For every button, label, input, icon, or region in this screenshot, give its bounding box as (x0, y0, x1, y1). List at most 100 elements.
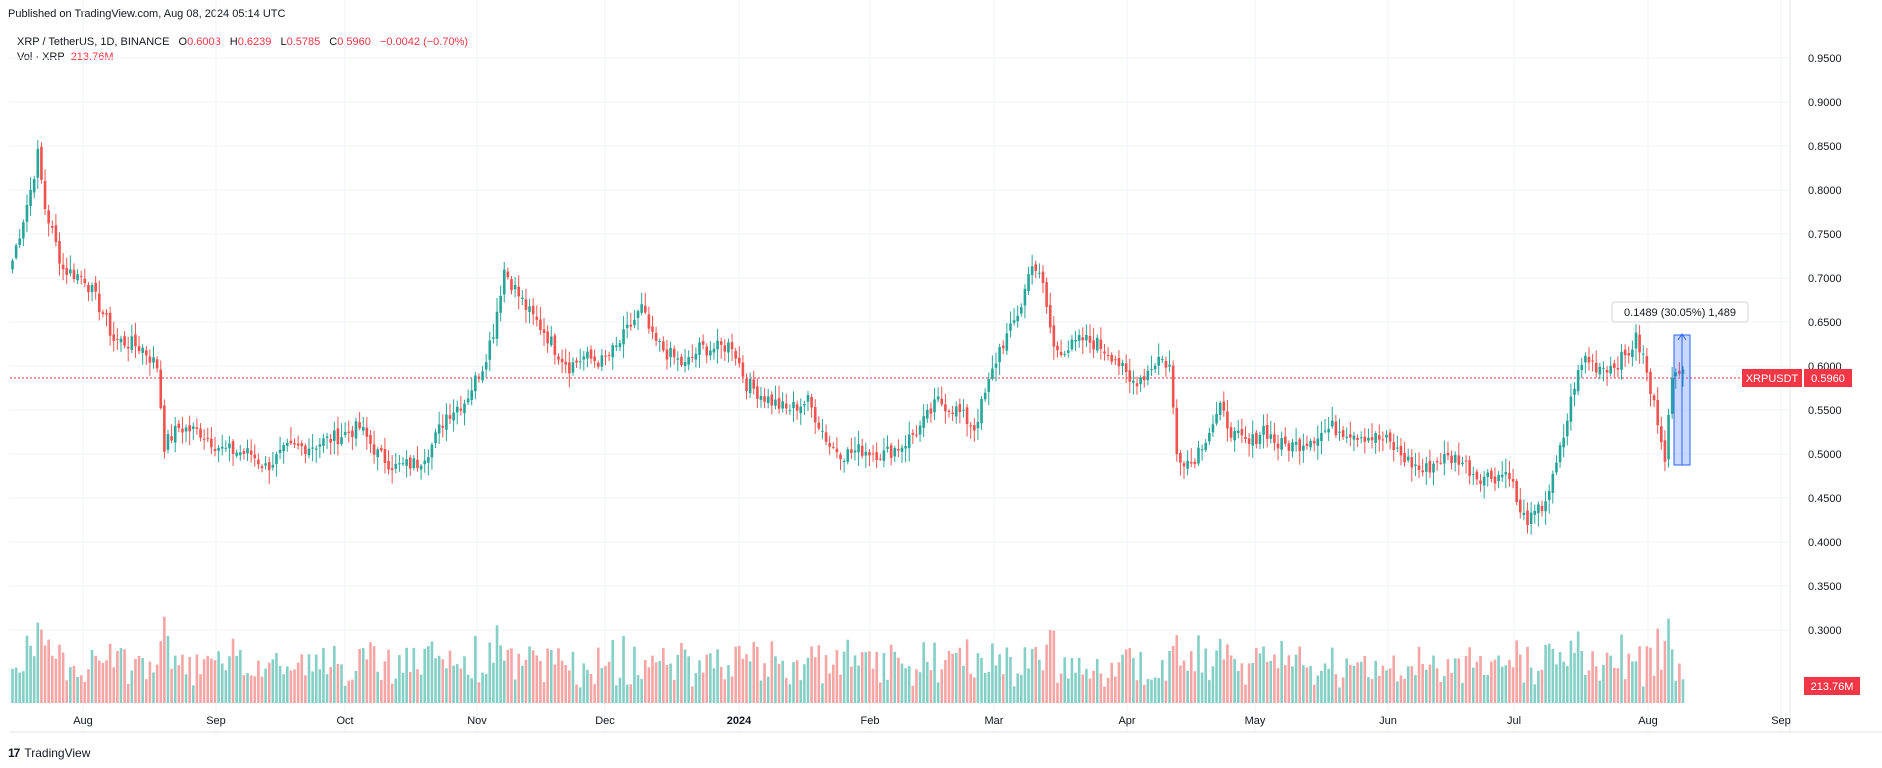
volume-bar (994, 665, 998, 703)
candle-body (1092, 340, 1095, 350)
time-axis[interactable]: Aug Sep Oct Nov Dec 2024 Feb Mar Apr May Jun Jul Aug… (73, 715, 1791, 727)
candle-body (437, 424, 441, 434)
candle-body (1638, 334, 1641, 353)
volume-bar (1179, 665, 1182, 703)
symbol-tag-text: XRPUSDT (1746, 373, 1799, 385)
candle-body (1663, 440, 1667, 462)
candle-body (1222, 401, 1226, 411)
candle-body (521, 297, 524, 299)
candle-body (79, 275, 83, 277)
candle-body (502, 269, 506, 295)
candle-body (351, 430, 354, 438)
candle-body (1117, 357, 1121, 367)
candle-body (427, 457, 430, 463)
volume-bar (1634, 661, 1638, 703)
change-value: −0.0042 (−0.70%) (379, 36, 469, 48)
candle-body (1186, 460, 1189, 469)
candle-body (1283, 436, 1287, 444)
volume-bar (1432, 655, 1435, 703)
volume-bar (1345, 658, 1349, 703)
candle-body (665, 349, 669, 360)
candle-body (1446, 452, 1450, 456)
measurement-tool[interactable]: 0.1489 (30.05%) 1,489 (1611, 301, 1749, 466)
volume-bar (1294, 654, 1298, 703)
volume-bar (745, 654, 748, 703)
volume-bar (1009, 656, 1012, 703)
volume-bar (1041, 670, 1045, 703)
volume-bar (1193, 671, 1197, 703)
candle-body (300, 443, 304, 447)
candle-body (763, 396, 766, 402)
candle-body (1153, 365, 1157, 370)
volume-bar (1497, 655, 1500, 703)
candle-body (737, 357, 741, 364)
candle-body (799, 406, 803, 414)
candle-body (806, 394, 810, 402)
candle-body (123, 336, 126, 346)
volume-bar (705, 654, 709, 703)
volume-bar (1146, 678, 1150, 703)
candle-body (333, 430, 336, 441)
candle-body (795, 404, 799, 411)
volume-bar (1309, 665, 1312, 703)
volume-bar (983, 673, 987, 703)
volume-bar (683, 649, 687, 703)
candle-body (991, 368, 994, 379)
volume-bar (1099, 673, 1103, 703)
candle-body (484, 362, 488, 370)
candle-body (1056, 345, 1059, 351)
candle-body (878, 458, 882, 460)
candle-body (220, 446, 224, 449)
candle-body (987, 379, 991, 392)
volume-bar (806, 657, 810, 703)
volume-bar (289, 670, 293, 703)
candle-body (1240, 429, 1244, 436)
tradingview-logo[interactable]: 17 TradingView (8, 746, 90, 760)
candle-body (882, 450, 886, 461)
candle-body (1005, 333, 1009, 351)
candle-body (1236, 430, 1240, 433)
candle-body (1486, 472, 1490, 478)
volume-bar (1681, 679, 1685, 703)
volume-bar (973, 677, 976, 703)
x-tick-label: Sep (1771, 715, 1791, 727)
volume-bar (416, 669, 419, 703)
candle-body (1493, 476, 1497, 484)
candle-body (246, 448, 249, 454)
candle-body (430, 444, 434, 458)
candle-body (1584, 355, 1587, 363)
volume-value: 213.76M (70, 51, 114, 63)
candle-body (184, 427, 188, 432)
candle-body (1537, 504, 1540, 514)
volume-bar (1421, 663, 1424, 703)
volume-bar (188, 656, 191, 703)
volume-bar (1186, 670, 1189, 703)
candle-body (553, 335, 557, 356)
candle-body (1623, 349, 1627, 356)
candle-body (105, 313, 108, 315)
volume-bar (835, 650, 839, 703)
price-axis[interactable]: 0.9500 0.9000 0.8500 0.8000 0.7500 0.7000 0.65… (1808, 53, 1842, 637)
candle-body (669, 347, 672, 358)
candle-body (709, 350, 712, 356)
candle-body (828, 443, 831, 447)
volume-bar (474, 635, 477, 703)
volume-bar (748, 661, 752, 703)
candle-body (199, 428, 202, 438)
volume-bar (434, 658, 437, 703)
volume-bar (300, 654, 304, 703)
volume-bar (860, 652, 864, 703)
volume-bar (380, 680, 383, 703)
volume-bar (372, 646, 376, 703)
candle-body (481, 371, 484, 381)
volume-bar (770, 641, 774, 703)
candle-body (1457, 455, 1461, 465)
candle-body (1233, 430, 1236, 441)
candle-body (1193, 461, 1197, 465)
candle-body (1161, 359, 1164, 361)
candle-body (1265, 424, 1269, 439)
volume-bar (1168, 651, 1171, 703)
volume-bar (1027, 668, 1030, 703)
candle-body (340, 437, 343, 445)
